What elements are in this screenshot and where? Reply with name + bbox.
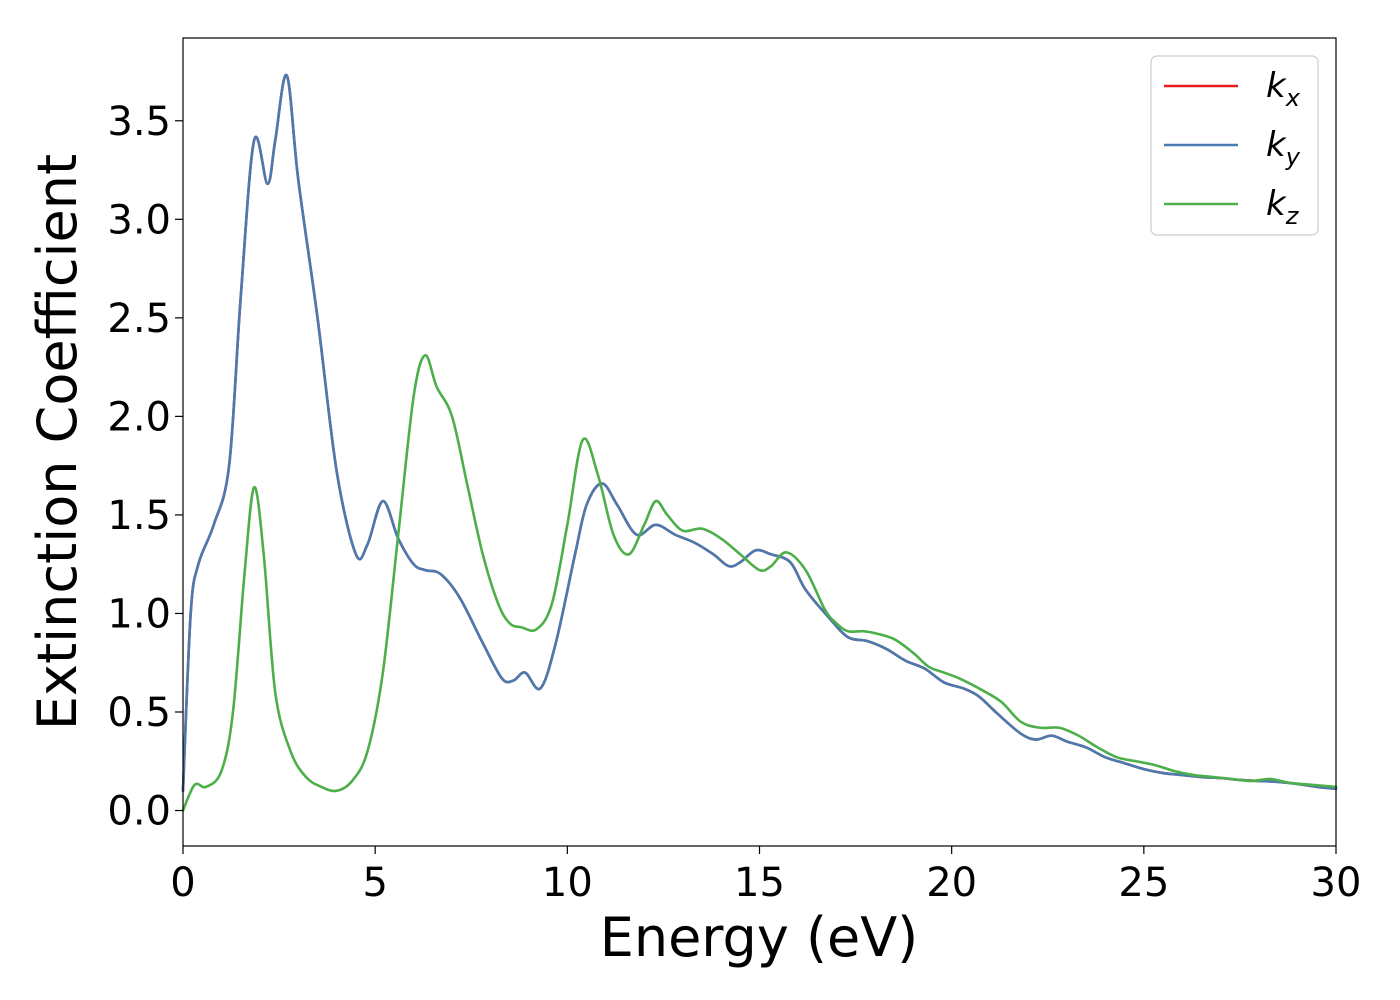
series-layer (181, 74, 1338, 812)
y-tick-label: 3.0 (107, 197, 171, 243)
y-tick-label: 3.5 (107, 99, 171, 145)
x-axis-ticks: 0 5 10 15 20 25 30 (170, 846, 1361, 906)
x-tick-label: 15 (734, 860, 785, 906)
x-tick-label: 20 (926, 860, 977, 906)
y-tick-label: 1.0 (107, 591, 171, 637)
x-tick-label: 5 (362, 860, 387, 906)
x-tick-label: 10 (542, 860, 593, 906)
x-tick-label: 0 (170, 860, 195, 906)
x-tick-label: 30 (1311, 860, 1362, 906)
y-tick-label: 2.0 (107, 394, 171, 440)
y-tick-label: 1.5 (107, 493, 171, 539)
y-tick-label: 0.0 (107, 789, 171, 835)
y-tick-label: 2.5 (107, 296, 171, 342)
x-tick-label: 25 (1118, 860, 1169, 906)
series-line-y (181, 74, 1338, 793)
series-line-z (181, 353, 1338, 812)
y-tick-label: 0.5 (107, 690, 171, 736)
x-axis-title: Energy (eV) (600, 906, 919, 969)
y-axis-ticks: 0.0 0.5 1.0 1.5 2.0 2.5 3.0 3.5 (107, 99, 183, 835)
y-axis-title: Extinction Coefficient (26, 154, 89, 730)
